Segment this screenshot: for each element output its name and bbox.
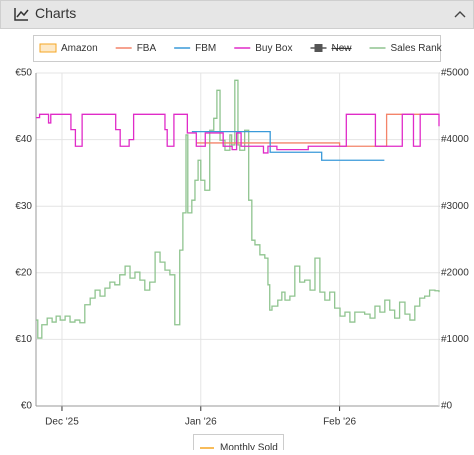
legend-item[interactable]: New <box>310 43 353 54</box>
y-tick-label: €30 <box>15 201 32 212</box>
y2-tick-label: #3000 <box>441 201 469 212</box>
legend-label: Sales Rank <box>391 43 443 54</box>
y-tick-label: €40 <box>15 134 32 145</box>
y-tick-label: €0 <box>21 401 33 412</box>
header-title: Charts <box>35 5 76 21</box>
legend-label: Amazon <box>61 43 98 54</box>
chart-icon <box>14 8 29 21</box>
y2-tick-label: #4000 <box>441 134 469 145</box>
legend-item[interactable]: Sales Rank <box>369 43 443 54</box>
y-tick-label: €50 <box>15 68 32 79</box>
x-tick-label: Feb '26 <box>323 417 356 428</box>
legend-label: FBA <box>137 43 157 54</box>
legend-label: Buy Box <box>255 43 292 54</box>
legend-label: Monthly Sold <box>220 443 278 450</box>
series-line <box>36 79 440 339</box>
y2-tick-label: #0 <box>441 401 453 412</box>
legend-label: New <box>332 43 353 54</box>
legend-label: FBM <box>195 43 216 54</box>
y2-tick-label: #1000 <box>441 334 469 345</box>
y-tick-label: €20 <box>15 267 32 278</box>
series-line <box>191 130 385 161</box>
legend-item[interactable]: FBM <box>174 43 216 54</box>
legend-item[interactable]: Buy Box <box>234 43 293 54</box>
legend-item[interactable]: FBA <box>115 43 157 54</box>
header-bar[interactable] <box>0 0 474 29</box>
x-tick-label: Dec '25 <box>45 417 79 428</box>
x-tick-label: Jan '26 <box>185 417 217 428</box>
legend-swatch <box>39 43 57 53</box>
legend-item[interactable]: Amazon <box>39 43 98 54</box>
y2-tick-label: #5000 <box>441 68 469 79</box>
series-line <box>36 113 440 154</box>
collapse-caret[interactable] <box>454 11 466 18</box>
y2-tick-label: #2000 <box>441 267 469 278</box>
y-tick-label: €10 <box>15 334 32 345</box>
